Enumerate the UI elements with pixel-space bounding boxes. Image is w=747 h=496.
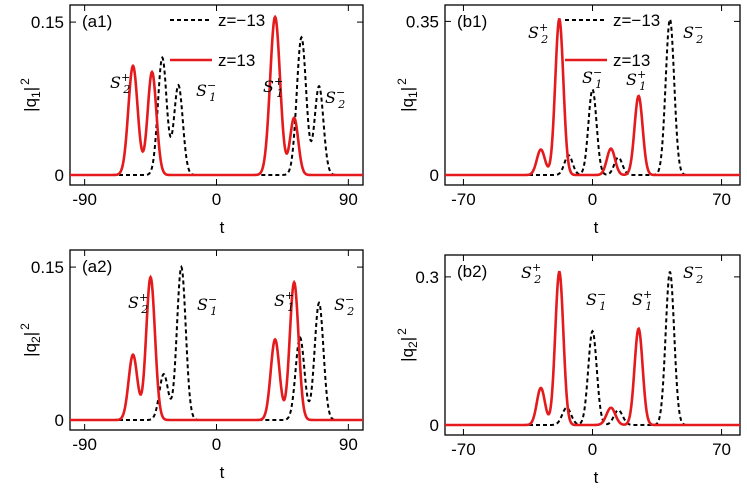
- soliton-annotation: S− 1: [582, 66, 602, 91]
- y-axis-label: |q1|2: [395, 78, 420, 112]
- y-axis-label: |q2|2: [18, 323, 43, 357]
- series-line-z-neg13: [70, 35, 363, 176]
- panel-label: (a1): [82, 12, 112, 31]
- soliton-annotation: S+ 1: [263, 75, 283, 100]
- x-tick-label: -90: [72, 190, 97, 209]
- soliton-annotation: S− 2: [334, 293, 354, 318]
- y-tick-label: 0: [430, 166, 439, 185]
- x-axis-label: t: [594, 468, 599, 487]
- series-line-z-13: [445, 18, 740, 177]
- y-tick-label: 0: [55, 411, 64, 430]
- soliton-annotation: S+ 1: [626, 68, 646, 93]
- x-tick-label: 90: [339, 435, 358, 454]
- x-tick-label: 0: [588, 190, 597, 209]
- chart-panel-b2: -70 0 70 0 0.3 t |q2|2 (b2) S+ 2 S− 1 S+ 1 S− 2: [395, 254, 741, 487]
- y-axis-label: |q2|2: [395, 328, 420, 362]
- legend: z=−13 z=13: [170, 11, 265, 70]
- legend-label: z=13: [218, 51, 255, 70]
- soliton-annotation: S− 1: [586, 288, 606, 313]
- legend: z=−13 z=13: [565, 11, 660, 70]
- y-tick-label: 0.15: [31, 258, 64, 277]
- panel-label: (b1): [457, 12, 487, 31]
- panel-label: (a2): [82, 257, 112, 276]
- series-line-z-13: [70, 274, 363, 422]
- y-tick-label: 0.3: [415, 268, 439, 287]
- series-line-z-neg13: [70, 264, 363, 421]
- legend-label: z=−13: [218, 11, 265, 30]
- x-tick-label: 0: [212, 190, 221, 209]
- panel-label: (b2): [457, 262, 487, 281]
- x-tick-label: 0: [588, 440, 597, 459]
- soliton-annotation: S+ 2: [128, 291, 148, 316]
- plot-frame: [69, 4, 364, 186]
- x-tick-label: -70: [451, 190, 476, 209]
- legend-label: z=13: [613, 51, 650, 70]
- series-line-z-13: [70, 14, 363, 177]
- soliton-annotation: S+ 1: [274, 289, 294, 314]
- x-tick-label: 70: [712, 190, 731, 209]
- soliton-annotation: S− 1: [197, 293, 217, 318]
- soliton-annotation: S− 2: [683, 21, 703, 46]
- x-tick-label: -70: [451, 440, 476, 459]
- x-tick-label: -90: [72, 435, 97, 454]
- y-tick-label: 0.35: [406, 12, 439, 31]
- y-tick-label: 0.15: [31, 13, 64, 32]
- x-tick-label: 70: [712, 440, 731, 459]
- soliton-annotation: S+ 1: [632, 288, 652, 313]
- soliton-annotation: S+ 2: [528, 21, 548, 46]
- y-tick-label: 0: [55, 166, 64, 185]
- x-axis-label: t: [220, 218, 225, 237]
- soliton-annotation: S+ 2: [521, 261, 541, 286]
- series-line-z-13: [445, 270, 740, 427]
- chart-panel-a2: -90 0 90 0 0.15 t |q2|2 (a2) S+ 2 S− 1 S+ 1 S− 2: [18, 249, 364, 482]
- soliton-annotation: S− 2: [325, 86, 345, 111]
- y-tick-label: 0: [430, 416, 439, 435]
- y-axis-label: |q1|2: [18, 78, 43, 112]
- plot-frame: [69, 249, 364, 431]
- x-axis-label: t: [220, 463, 225, 482]
- soliton-annotation: S+ 2: [110, 71, 130, 96]
- x-tick-label: 90: [339, 190, 358, 209]
- soliton-annotation: S− 2: [683, 261, 703, 286]
- x-axis-label: t: [594, 218, 599, 237]
- legend-label: z=−13: [613, 11, 660, 30]
- soliton-annotation: S− 1: [196, 79, 216, 104]
- x-tick-label: 0: [212, 435, 221, 454]
